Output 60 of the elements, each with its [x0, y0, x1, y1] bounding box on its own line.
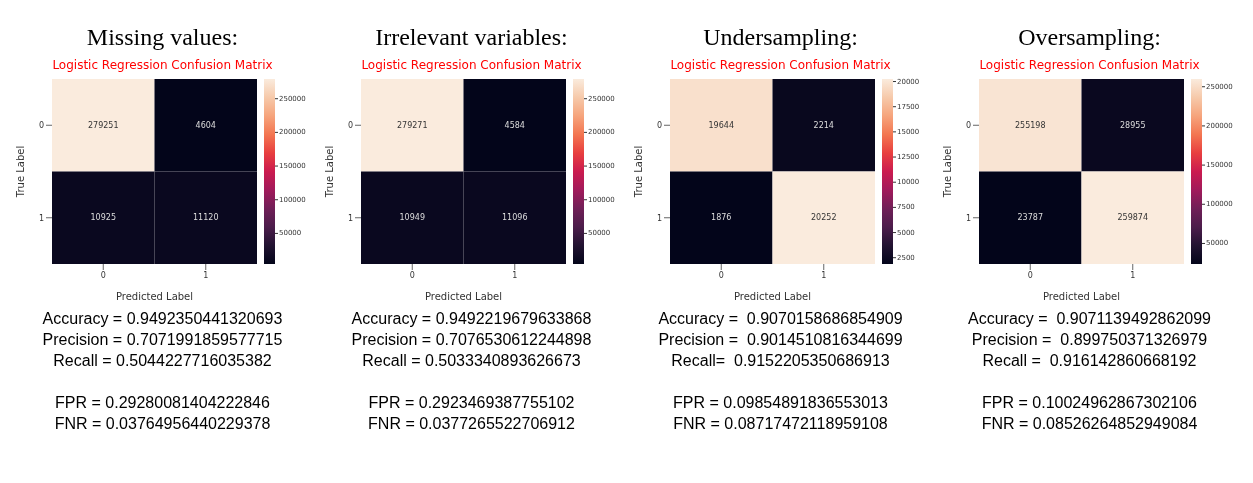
text: Accuracy = 0.9071139492862099: [967, 309, 1211, 329]
data-label: 4584: [504, 120, 525, 130]
data-label: 259874: [1116, 213, 1148, 223]
text: FPR = 0.29280081404222846: [54, 393, 271, 413]
text: Accuracy = 0.9492219679633868: [351, 309, 592, 329]
x-axis-title: Predicted Label: [424, 291, 502, 302]
data-label: 10949: [399, 213, 425, 223]
text: Accuracy = 0.9070158686854909: [658, 309, 903, 329]
text: Recall = 0.5044227716035382: [52, 351, 273, 371]
y-axis-title: True Label: [323, 145, 335, 199]
data-label: 28955: [1119, 120, 1145, 130]
data-label: 2214: [813, 120, 834, 130]
chart-title: Irrelevant variables:: [375, 24, 568, 52]
text: FNR = 0.0377265522706912: [367, 414, 576, 434]
text: FNR = 0.08717472118959108: [672, 414, 889, 434]
data-label: 10925: [90, 213, 116, 223]
chart-title: Missing values:: [86, 24, 239, 52]
y-axis-title: True Label: [941, 145, 953, 199]
data-label: 11096: [501, 213, 527, 223]
text: FPR = 0.10024962867302106: [981, 393, 1198, 413]
x-tick-label: 1: [202, 270, 208, 280]
chart-title: Oversampling:: [1018, 24, 1161, 52]
text: Recall= 0.9152205350686913: [670, 351, 891, 371]
data-label: 19644: [708, 120, 734, 130]
chart-subtitle: Logistic Regression Confusion Matrix: [670, 58, 891, 72]
x-tick-label: 0: [718, 270, 724, 280]
text: Recall = 0.5033340893626673: [361, 351, 582, 371]
x-tick-label: 1: [1129, 270, 1135, 280]
data-label: 23787: [1017, 213, 1043, 223]
text: FNR = 0.08526264852949084: [980, 414, 1199, 434]
data-label: 20252: [810, 213, 836, 223]
x-tick-label: 0: [1027, 270, 1033, 280]
chart-title: Undersampling:: [703, 24, 858, 52]
x-axis-title: Predicted Label: [115, 291, 193, 302]
data-label: 11120: [192, 213, 218, 223]
x-axis-title: Predicted Label: [733, 291, 811, 302]
x-tick-label: 1: [511, 270, 517, 280]
text: Accuracy = 0.9492350441320693: [42, 309, 283, 329]
text: Recall = 0.916142860668192: [981, 351, 1198, 371]
y-axis-title: True Label: [14, 145, 26, 199]
data-label: 279271: [396, 120, 428, 130]
text: Precision = 0.7071991859577715: [42, 330, 283, 350]
y-axis-title: True Label: [632, 145, 644, 199]
text: FPR = 0.2923469387755102: [367, 393, 576, 413]
text: Precision = 0.9014510816344699: [658, 330, 903, 350]
x-tick-label: 0: [409, 270, 415, 280]
text: Precision = 0.7076530612244898: [351, 330, 592, 350]
x-tick-label: 1: [820, 270, 826, 280]
chart-subtitle: Logistic Regression Confusion Matrix: [979, 58, 1200, 72]
data-label: 1876: [710, 213, 731, 223]
x-tick-label: 0: [100, 270, 106, 280]
text: FPR = 0.09854891836553013: [672, 393, 889, 413]
data-label: 4604: [195, 120, 216, 130]
text: Precision = 0.899750371326979: [970, 330, 1209, 350]
chart-subtitle: Logistic Regression Confusion Matrix: [52, 58, 273, 72]
data-label: 255198: [1014, 120, 1046, 130]
text: FNR = 0.03764956440229378: [53, 414, 272, 434]
data-label: 279251: [87, 120, 119, 130]
chart-subtitle: Logistic Regression Confusion Matrix: [361, 58, 582, 72]
x-axis-title: Predicted Label: [1042, 291, 1120, 302]
